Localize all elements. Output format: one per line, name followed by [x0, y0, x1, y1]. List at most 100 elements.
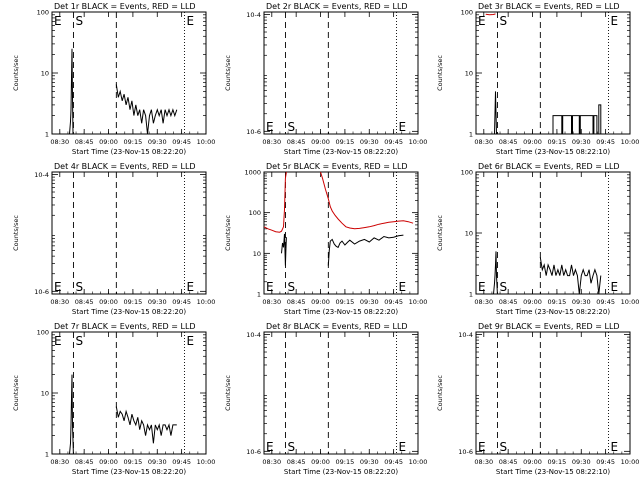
panel-det-3: Det 3r BLACK = Events, RED = LLD Counts/s… — [436, 2, 639, 156]
x-tick-label: 09:45 — [384, 298, 403, 306]
marker-label: E — [399, 120, 407, 134]
y-tick-label: 10-4 — [246, 11, 261, 19]
y-axis-label: Counts/sec — [436, 215, 444, 251]
x-tick-label: 09:00 — [311, 458, 330, 466]
plot-frame — [263, 331, 419, 455]
events-series-line — [493, 251, 498, 294]
x-tick-label: 09:45 — [596, 458, 615, 466]
x-tick-label: 09:30 — [360, 138, 379, 146]
events-series-line — [115, 84, 178, 134]
panel-title: Det 3r BLACK = Events, RED = LLD — [478, 2, 620, 11]
marker-label: E — [187, 334, 195, 348]
x-tick-label: 09:15 — [124, 138, 143, 146]
y-tick-label: 10 — [41, 390, 49, 398]
marker-label: E — [266, 120, 274, 134]
marker-label: S — [75, 14, 83, 28]
x-tick-label: 08:45 — [75, 298, 94, 306]
x-axis-label: Start Time (23-Nov-15 08:22:10) — [496, 468, 610, 476]
x-tick-label: 09:30 — [572, 298, 591, 306]
x-axis-label: Start Time (23-Nov-15 08:22:20) — [284, 148, 398, 156]
x-tick-label: 09:15 — [124, 458, 143, 466]
x-tick-label: 09:30 — [148, 138, 167, 146]
y-tick-label: 10-4 — [246, 331, 261, 339]
y-tick-label: 100 — [37, 329, 49, 337]
x-axis-label: Start Time (23-Nov-15 08:22:20) — [72, 468, 186, 476]
plot-frame — [475, 171, 631, 295]
x-tick-label: 09:00 — [311, 138, 330, 146]
lld-series-line — [485, 13, 496, 16]
y-axis-label: Counts/sec — [12, 215, 20, 251]
marker-label: S — [287, 440, 295, 454]
events-series-line — [539, 257, 602, 294]
marker-label: E — [187, 14, 195, 28]
events-series-line — [493, 91, 498, 134]
plot-frame — [475, 331, 631, 455]
y-tick-label: 1 — [257, 291, 261, 299]
x-tick-label: 09:45 — [596, 138, 615, 146]
events-series-line — [115, 406, 177, 444]
y-axis-label: Counts/sec — [12, 375, 20, 411]
x-tick-label: 10:00 — [409, 138, 428, 146]
marker-label: E — [478, 280, 486, 294]
events-series-line — [327, 234, 404, 266]
marker-label: E — [611, 440, 619, 454]
panel-title: Det 7r BLACK = Events, RED = LLD — [54, 322, 196, 331]
y-tick-label: 10-6 — [458, 448, 473, 456]
x-tick-label: 09:00 — [311, 298, 330, 306]
x-axis-label: Start Time (23-Nov-15 08:22:20) — [72, 308, 186, 316]
x-tick-label: 09:45 — [384, 138, 403, 146]
x-axis-label: Start Time (23-Nov-15 08:22:20) — [72, 148, 186, 156]
x-tick-label: 08:30 — [50, 298, 69, 306]
y-tick-label: 1 — [469, 291, 473, 299]
events-series-line — [552, 104, 602, 134]
y-tick-label: 1 — [45, 451, 49, 459]
x-tick-label: 09:15 — [548, 138, 567, 146]
x-tick-label: 08:30 — [50, 138, 69, 146]
marker-label: S — [499, 440, 507, 454]
x-tick-label: 08:30 — [474, 298, 493, 306]
panel-title: Det 4r BLACK = Events, RED = LLD — [54, 162, 196, 171]
x-tick-label: 09:15 — [124, 298, 143, 306]
marker-label: E — [54, 14, 62, 28]
x-tick-label: 09:00 — [99, 458, 118, 466]
y-tick-label: 10 — [41, 70, 49, 78]
x-tick-label: 09:30 — [148, 298, 167, 306]
x-tick-label: 09:15 — [336, 458, 355, 466]
x-tick-label: 08:30 — [50, 458, 69, 466]
x-tick-label: 09:30 — [360, 458, 379, 466]
x-tick-label: 09:45 — [596, 298, 615, 306]
panel-title: Det 9r BLACK = Events, RED = LLD — [478, 322, 620, 331]
y-axis-label: Counts/sec — [436, 375, 444, 411]
events-series-line — [281, 233, 287, 266]
panel-det-4: Det 4r BLACK = Events, RED = LLD Counts/s… — [12, 162, 215, 316]
plot-frame — [263, 171, 419, 295]
y-tick-label: 1 — [469, 131, 473, 139]
events-series-line — [69, 48, 74, 134]
x-tick-label: 08:45 — [287, 138, 306, 146]
x-axis-label: Start Time (23-Nov-15 08:22:10) — [496, 148, 610, 156]
panel-title: Det 8r BLACK = Events, RED = LLD — [266, 322, 408, 331]
plot-frame — [263, 11, 419, 135]
x-tick-label: 10:00 — [197, 458, 216, 466]
x-tick-label: 08:30 — [474, 458, 493, 466]
x-tick-label: 09:15 — [336, 298, 355, 306]
marker-label: S — [75, 280, 83, 294]
x-tick-label: 08:45 — [499, 138, 518, 146]
marker-label: E — [187, 280, 195, 294]
panel-title: Det 5r BLACK = Events, RED = LLD — [266, 162, 408, 171]
x-tick-label: 09:15 — [548, 298, 567, 306]
x-tick-label: 10:00 — [197, 138, 216, 146]
x-tick-label: 09:30 — [572, 458, 591, 466]
marker-label: E — [399, 280, 407, 294]
x-tick-label: 09:15 — [336, 138, 355, 146]
y-tick-label: 100 — [37, 9, 49, 17]
y-tick-label: 10-6 — [34, 288, 49, 296]
marker-label: S — [499, 280, 507, 294]
y-tick-label: 100 — [461, 169, 473, 177]
x-tick-label: 09:30 — [148, 458, 167, 466]
y-tick-label: 10-6 — [246, 448, 261, 456]
x-tick-label: 09:00 — [523, 138, 542, 146]
x-tick-label: 09:45 — [172, 138, 191, 146]
x-tick-label: 10:00 — [409, 298, 428, 306]
